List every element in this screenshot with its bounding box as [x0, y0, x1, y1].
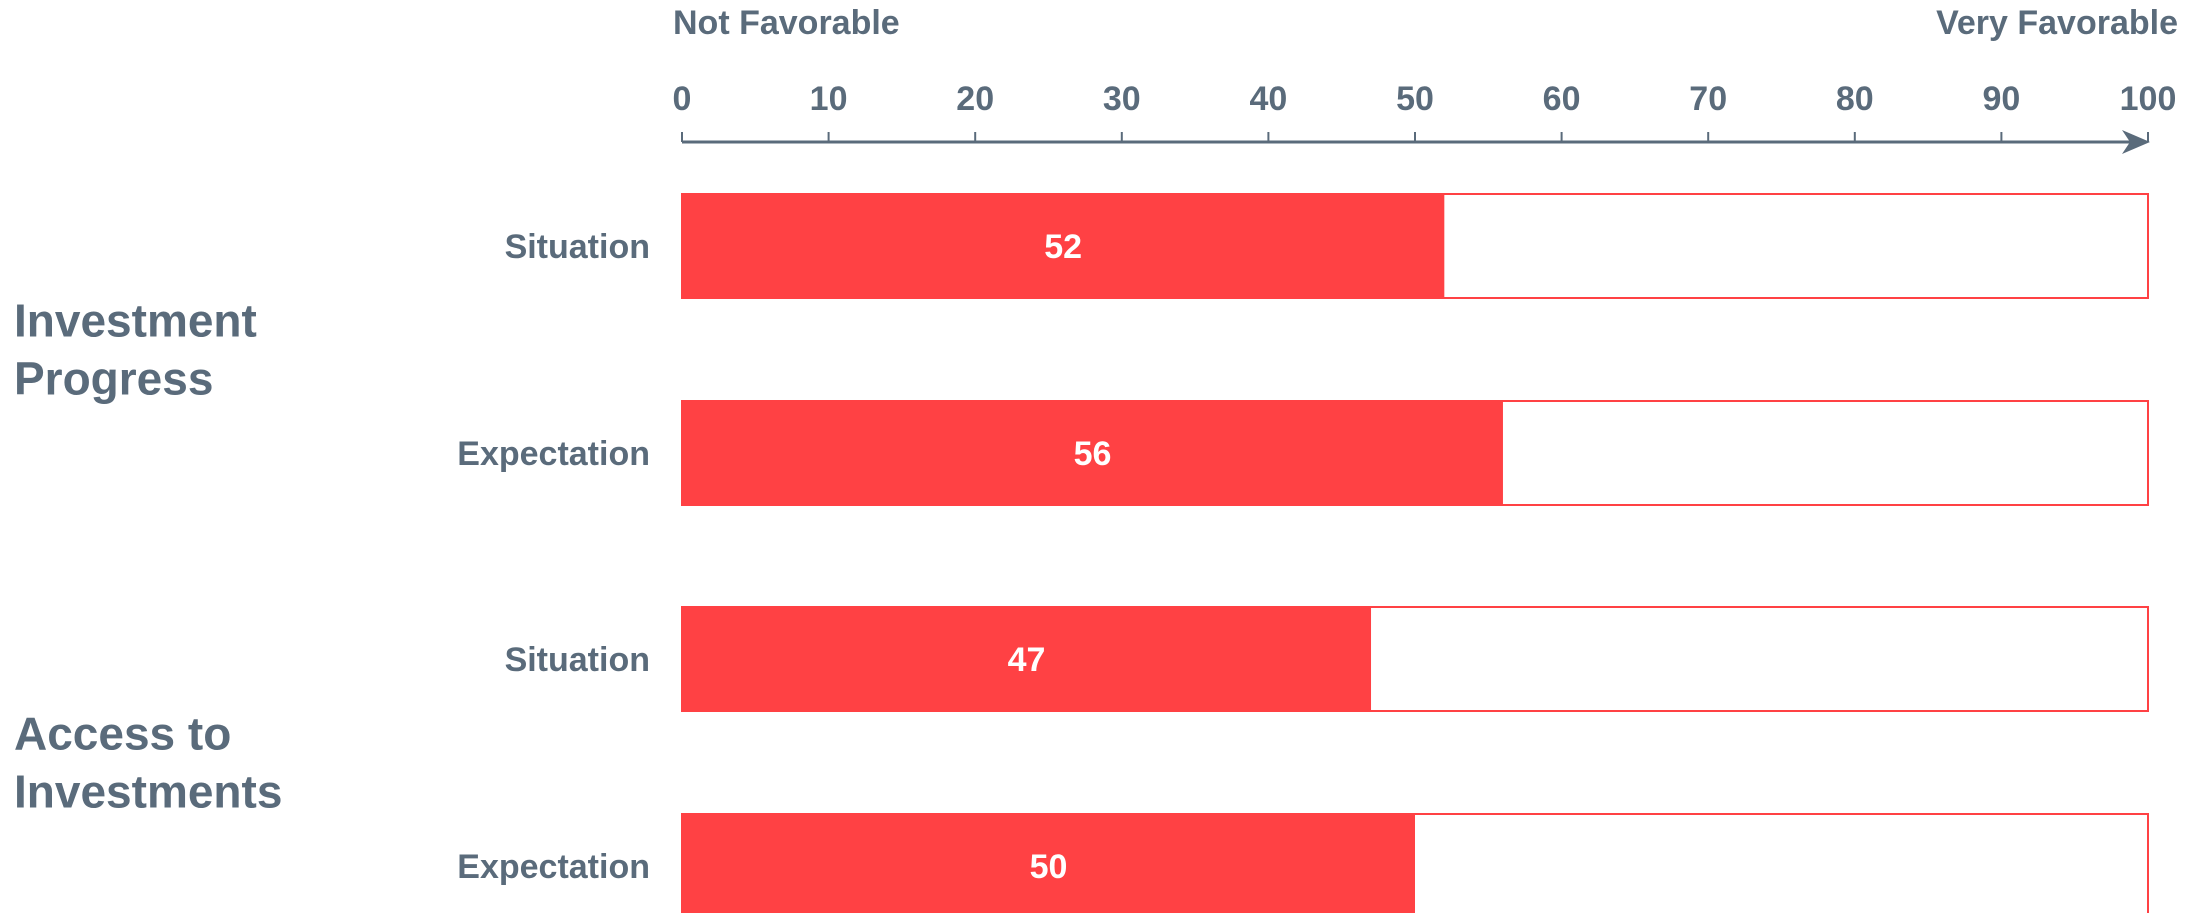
- tick-label: 90: [1982, 80, 2020, 118]
- bar: [682, 194, 1445, 298]
- bars: 52 56 47 50: [681, 193, 2149, 918]
- tick-label: 40: [1249, 80, 1287, 118]
- group-label-line: Access to: [14, 708, 231, 760]
- tick-label: 60: [1543, 80, 1581, 118]
- tick-label: 20: [956, 80, 994, 118]
- bar-value-label: 52: [1044, 228, 1082, 266]
- group-label-line: Investment: [14, 295, 257, 347]
- tick-label: 100: [2120, 80, 2177, 118]
- bar-category-label: Situation: [505, 641, 650, 679]
- tick-label: 70: [1689, 80, 1727, 118]
- bar-category-label: Situation: [505, 228, 650, 266]
- tick-label: 30: [1103, 80, 1141, 118]
- group-label-line: Progress: [14, 353, 213, 405]
- bar: [682, 401, 1503, 505]
- tick-label: 80: [1836, 80, 1874, 118]
- bar: [682, 607, 1372, 711]
- bar-category-label: Expectation: [457, 848, 650, 886]
- bar: [682, 814, 1415, 918]
- scale-header: Not Favorable Very Favorable: [673, 4, 2178, 42]
- group-label: Access to Investments: [14, 708, 282, 818]
- tick-label: 50: [1396, 80, 1434, 118]
- x-axis: 0 10 20 30 40 50 60 70 80 90 100: [673, 80, 2177, 154]
- bar-value-label: 50: [1030, 848, 1068, 886]
- scale-low-label: Not Favorable: [673, 4, 900, 42]
- tick-label: 0: [673, 80, 692, 118]
- bar-value-label: 47: [1008, 641, 1046, 679]
- category-labels: Situation Expectation Investment Progress Si…: [14, 228, 650, 886]
- group-label-line: Investments: [14, 766, 282, 818]
- bar-category-label: Expectation: [457, 435, 650, 473]
- axis-arrow-icon: [2122, 130, 2150, 154]
- bar-value-label: 56: [1074, 435, 1112, 473]
- group-label: Investment Progress: [14, 295, 257, 405]
- tick-label: 10: [810, 80, 848, 118]
- scale-high-label: Very Favorable: [1936, 4, 2178, 42]
